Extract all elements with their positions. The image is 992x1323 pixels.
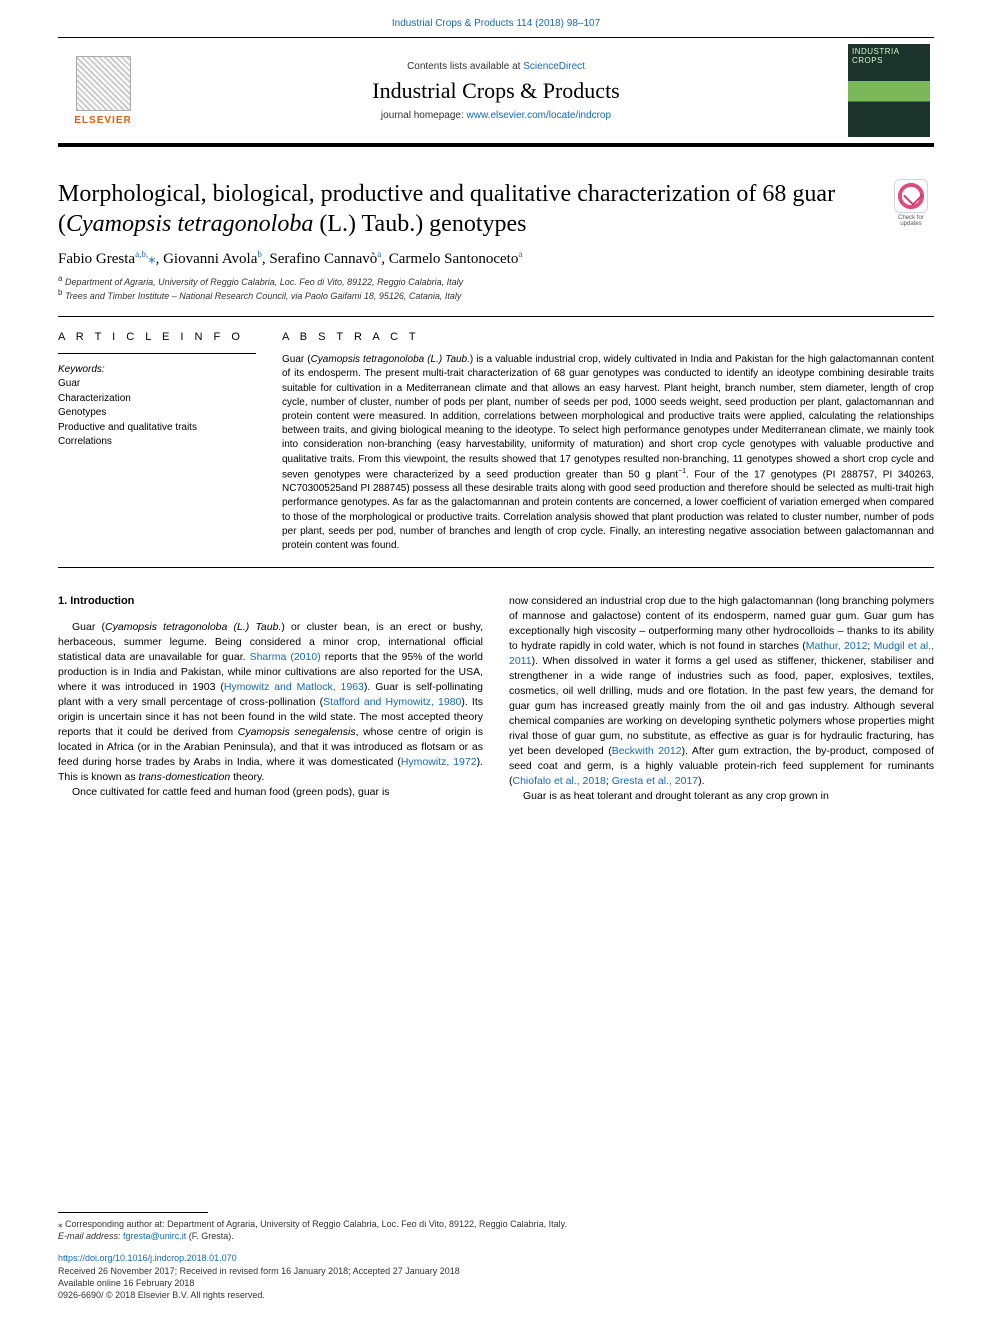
body-col-left: 1. Introduction Guar (Cyamopsis tetragon… bbox=[58, 594, 483, 804]
footer-rule bbox=[58, 1212, 208, 1213]
keyword: Guar bbox=[58, 377, 256, 392]
article-info-head: A R T I C L E I N F O bbox=[58, 331, 256, 343]
elsevier-tree-icon bbox=[76, 56, 131, 111]
keywords-list: Guar Characterization Genotypes Producti… bbox=[58, 377, 256, 450]
check-updates-label: Check for updates bbox=[898, 215, 924, 227]
email-line: E-mail address: fgresta@unirc.it (F. Gre… bbox=[58, 1230, 934, 1242]
affiliation-b: b Trees and Timber Institute – National … bbox=[58, 288, 934, 302]
homepage-prefix: journal homepage: bbox=[381, 110, 467, 121]
email-label: E-mail address: bbox=[58, 1231, 121, 1241]
journal-cover-thumb: INDUSTRIA CROPS bbox=[848, 44, 930, 137]
info-abstract-row: A R T I C L E I N F O Keywords: Guar Cha… bbox=[58, 317, 934, 553]
body-left-p2: Once cultivated for cattle feed and huma… bbox=[58, 785, 483, 800]
body-columns: 1. Introduction Guar (Cyamopsis tetragon… bbox=[58, 594, 934, 804]
info-rule bbox=[58, 353, 256, 354]
affiliations: a Department of Agraria, University of R… bbox=[58, 274, 934, 302]
journal-header: ELSEVIER Contents lists available at Sci… bbox=[58, 37, 934, 147]
article-title: Morphological, biological, productive an… bbox=[58, 179, 874, 239]
doi-link[interactable]: https://doi.org/10.1016/j.indcrop.2018.0… bbox=[58, 1253, 237, 1263]
available-line: Available online 16 February 2018 bbox=[58, 1277, 934, 1289]
email-paren: (F. Gresta). bbox=[189, 1231, 234, 1241]
body-left-p1: Guar (Cyamopsis tetragonoloba (L.) Taub.… bbox=[58, 620, 483, 785]
contents-prefix: Contents lists available at bbox=[407, 61, 523, 72]
title-species: Cyamopsis tetragonoloba bbox=[66, 211, 313, 237]
body-right-p1: now considered an industrial crop due to… bbox=[509, 594, 934, 789]
journal-ref-link[interactable]: Industrial Crops & Products 114 (2018) 9… bbox=[392, 18, 600, 29]
copyright-line: 0926-6690/ © 2018 Elsevier B.V. All righ… bbox=[58, 1289, 934, 1301]
contents-line: Contents lists available at ScienceDirec… bbox=[148, 61, 844, 72]
article-title-block: Morphological, biological, productive an… bbox=[58, 179, 934, 239]
abstract-column: A B S T R A C T Guar (Cyamopsis tetragon… bbox=[282, 331, 934, 553]
keyword: Productive and qualitative traits bbox=[58, 421, 256, 436]
crossmark-icon bbox=[894, 179, 928, 213]
authors-line: Fabio Grestaa,b,⁎, Giovanni Avolab, Sera… bbox=[58, 249, 934, 268]
abstract-text: Guar (Cyamopsis tetragonoloba (L.) Taub.… bbox=[282, 353, 934, 553]
keywords-label: Keywords: bbox=[58, 364, 256, 375]
footer-block: ⁎ Corresponding author at: Department of… bbox=[58, 1212, 934, 1301]
homepage-line: journal homepage: www.elsevier.com/locat… bbox=[148, 110, 844, 121]
homepage-link[interactable]: www.elsevier.com/locate/indcrop bbox=[467, 110, 612, 121]
header-center: Contents lists available at ScienceDirec… bbox=[148, 38, 844, 143]
keyword: Correlations bbox=[58, 435, 256, 450]
journal-title: Industrial Crops & Products bbox=[148, 78, 844, 104]
separator-rule-bottom bbox=[58, 567, 934, 568]
email-link[interactable]: fgresta@unirc.it bbox=[123, 1231, 186, 1241]
journal-reference-line: Industrial Crops & Products 114 (2018) 9… bbox=[0, 0, 992, 37]
affiliation-a: a Department of Agraria, University of R… bbox=[58, 274, 934, 288]
elsevier-wordmark: ELSEVIER bbox=[74, 115, 131, 126]
cover-title-mid: CROPS bbox=[852, 57, 926, 66]
title-suffix: (L.) Taub.) genotypes bbox=[313, 211, 526, 237]
abstract-head: A B S T R A C T bbox=[282, 331, 934, 343]
article-info-column: A R T I C L E I N F O Keywords: Guar Cha… bbox=[58, 331, 256, 553]
keyword: Characterization bbox=[58, 392, 256, 407]
body-right-p2: Guar is as heat tolerant and drought tol… bbox=[509, 789, 934, 804]
keyword: Genotypes bbox=[58, 406, 256, 421]
check-updates-badge[interactable]: Check for updates bbox=[888, 179, 934, 227]
elsevier-logo: ELSEVIER bbox=[58, 38, 148, 143]
corresponding-author: ⁎ Corresponding author at: Department of… bbox=[58, 1218, 934, 1230]
section-1-heading: 1. Introduction bbox=[58, 594, 483, 610]
body-col-right: now considered an industrial crop due to… bbox=[509, 594, 934, 804]
sciencedirect-link[interactable]: ScienceDirect bbox=[523, 61, 585, 72]
received-line: Received 26 November 2017; Received in r… bbox=[58, 1265, 934, 1277]
